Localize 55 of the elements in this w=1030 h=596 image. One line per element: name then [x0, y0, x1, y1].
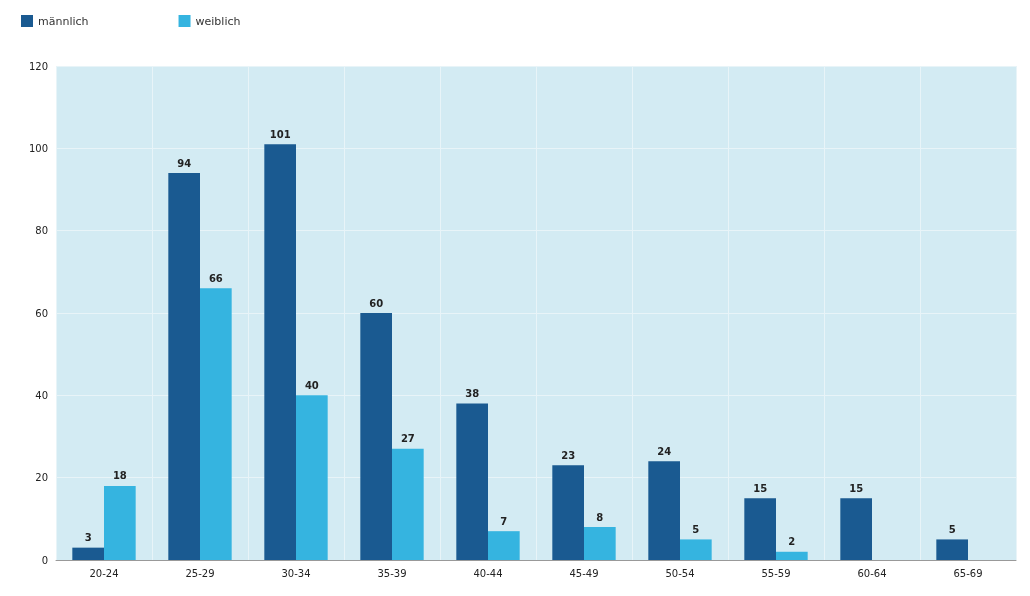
- bar: [776, 551, 808, 560]
- bar: [680, 539, 712, 560]
- bar: [648, 461, 680, 560]
- bar: [584, 527, 616, 560]
- data-label: 5: [948, 523, 956, 535]
- data-label: 5: [692, 523, 700, 535]
- data-label: 24: [657, 445, 672, 457]
- legend-label: männlich: [38, 14, 89, 28]
- bar: [168, 173, 200, 560]
- data-label: 3: [84, 532, 92, 544]
- bar: [200, 288, 232, 560]
- data-label: 27: [400, 433, 415, 445]
- bar: [552, 465, 584, 560]
- bar: [392, 448, 424, 560]
- x-tick-label: 40-44: [473, 567, 503, 579]
- data-label: 18: [112, 470, 127, 482]
- bar: [264, 144, 296, 560]
- data-label: 60: [369, 297, 384, 309]
- y-tick-label: 0: [41, 554, 48, 566]
- data-label: 2: [788, 536, 796, 548]
- x-tick-label: 25-29: [185, 567, 215, 579]
- data-label: 40: [304, 379, 319, 391]
- legend-label: weiblich: [195, 14, 241, 28]
- x-tick-label: 50-54: [665, 567, 695, 579]
- x-tick-label: 55-59: [761, 567, 791, 579]
- x-tick-label: 45-49: [569, 567, 599, 579]
- x-tick-label: 65-69: [953, 567, 983, 579]
- bar: [296, 395, 328, 560]
- data-label: 94: [177, 157, 192, 169]
- data-label: 15: [849, 482, 864, 494]
- bar: [488, 531, 520, 560]
- bar: [104, 485, 136, 560]
- bar: [936, 539, 968, 560]
- x-tick-label: 30-34: [281, 567, 311, 579]
- data-label: 23: [561, 449, 576, 461]
- data-label: 15: [753, 482, 768, 494]
- data-label: 7: [500, 515, 508, 527]
- y-tick-label: 20: [35, 472, 48, 484]
- bar: [744, 498, 776, 560]
- y-tick-label: 80: [35, 225, 48, 237]
- data-label: 101: [269, 128, 291, 140]
- x-tick-label: 35-39: [377, 567, 407, 579]
- y-tick-label: 100: [28, 142, 48, 154]
- x-tick-label: 60-64: [857, 567, 887, 579]
- x-tick-label: 20-24: [89, 567, 119, 579]
- bar: [360, 313, 392, 560]
- y-tick-label: 120: [28, 60, 48, 72]
- data-label: 66: [208, 272, 223, 284]
- y-tick-label: 60: [35, 307, 48, 319]
- data-label: 8: [596, 511, 604, 523]
- bar: [72, 547, 104, 560]
- bar: [456, 403, 488, 560]
- data-label: 38: [465, 388, 480, 400]
- bar: [840, 498, 872, 560]
- y-tick-label: 40: [35, 389, 48, 401]
